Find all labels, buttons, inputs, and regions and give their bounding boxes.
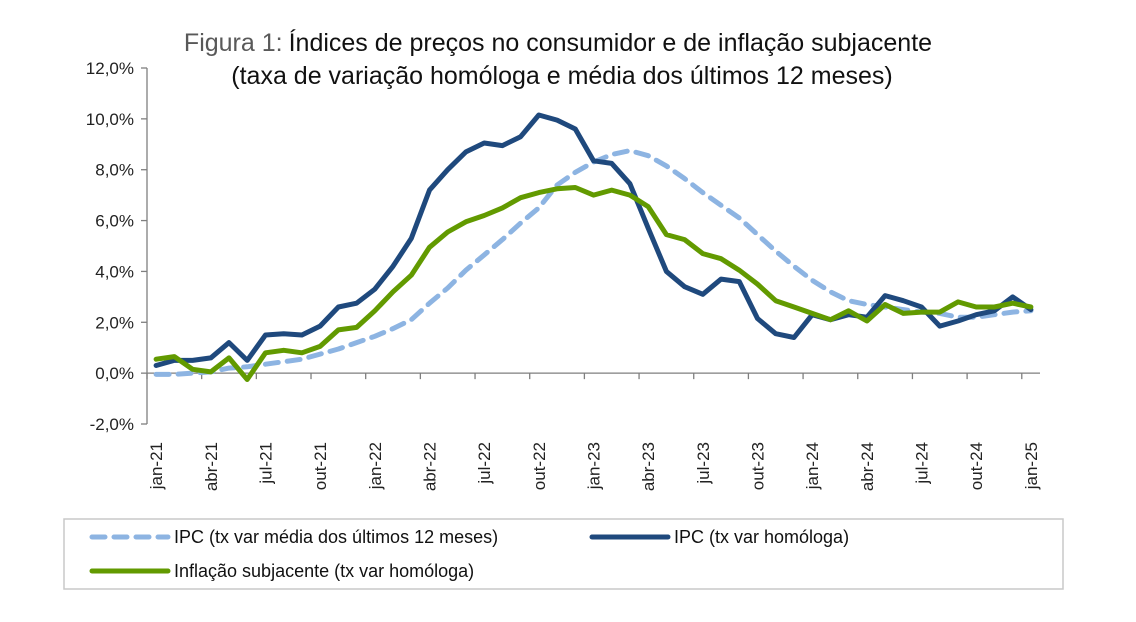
x-tick-label: abr-23	[639, 442, 658, 491]
chart-subtitle: (taxa de variação homóloga e média dos ú…	[231, 62, 892, 90]
title-prefix: Figura 1:	[184, 29, 283, 57]
y-tick-label: 6,0%	[95, 212, 134, 231]
y-tick-label: 12,0%	[86, 59, 134, 78]
y-tick-label: 0,0%	[95, 364, 134, 383]
x-tick-label: jan-21	[147, 442, 166, 490]
x-tick-label: jul-24	[913, 442, 932, 485]
x-tick-label: out-23	[749, 442, 768, 490]
x-tick-label: out-22	[530, 442, 549, 490]
chart-title: Figura 1: Índices de preços no consumidor…	[184, 28, 932, 90]
axes: -2,0% 0,0% 2,0% 4,0% 6,0% 8,0% 10,0% 12,0% jan-2…	[86, 59, 1041, 491]
y-tick-label: 10,0%	[86, 110, 134, 129]
series-group	[153, 112, 1034, 382]
y-tick-label: 4,0%	[95, 262, 134, 281]
x-tick-label: jan-25	[1022, 442, 1041, 490]
x-tick-label: jul-22	[475, 442, 494, 485]
legend-box	[63, 518, 1064, 590]
title-main: Índices de preços no consumidor e de inf…	[289, 28, 932, 57]
y-tick-label: 2,0%	[95, 313, 134, 332]
legend-label: IPC (tx var homóloga)	[674, 527, 849, 547]
x-tick-label: jan-24	[803, 442, 822, 490]
series-line-2	[153, 112, 1034, 368]
series-line-3	[153, 185, 1034, 382]
x-tick-label: jan-23	[585, 442, 604, 490]
series-line-1	[153, 148, 1034, 377]
x-tick-label: out-21	[311, 442, 330, 490]
x-tick-label: jul-21	[256, 442, 275, 485]
x-tick-label: jul-23	[694, 442, 713, 485]
x-tick-label: abr-24	[858, 442, 877, 491]
y-tick-label: 8,0%	[95, 161, 134, 180]
y-tick-label: -2,0%	[90, 415, 134, 434]
legend-label: Inflação subjacente (tx var homóloga)	[174, 561, 474, 581]
x-tick-label: abr-21	[202, 442, 221, 491]
x-tick-label: abr-22	[420, 442, 439, 491]
legend-label: IPC (tx var média dos últimos 12 meses)	[174, 527, 498, 547]
x-tick-label: out-24	[967, 442, 986, 490]
title-line-1: Figura 1: Índices de preços no consumidor…	[184, 28, 932, 57]
legend: IPC (tx var média dos últimos 12 meses) I…	[63, 518, 1064, 590]
x-tick-label: jan-22	[366, 442, 385, 490]
